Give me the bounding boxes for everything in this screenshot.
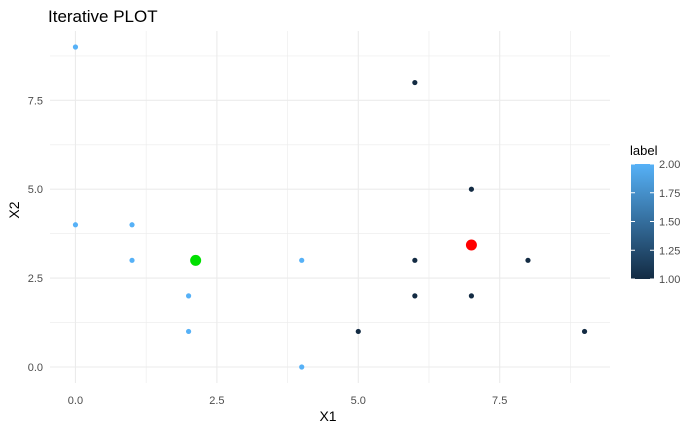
legend-title: label	[630, 143, 658, 158]
data-point	[72, 222, 79, 228]
data-points	[72, 44, 588, 370]
data-point	[129, 222, 135, 228]
data-point	[525, 257, 531, 263]
x-tick-label: 5.0	[351, 395, 366, 407]
x-axis-label: X1	[319, 408, 336, 424]
data-point	[185, 293, 192, 299]
data-point	[185, 328, 192, 335]
data-point	[299, 364, 305, 370]
centroid-point	[465, 239, 477, 251]
colorbar-tick-label: 2.00	[659, 159, 680, 171]
data-point	[72, 44, 79, 50]
centroid-point	[190, 254, 202, 266]
y-axis-label: X2	[6, 201, 22, 218]
data-point	[412, 257, 418, 263]
data-point	[412, 79, 418, 86]
x-tick-label: 2.5	[209, 395, 224, 407]
centroid-points	[190, 239, 477, 266]
colorbar-tick-label: 1.50	[659, 217, 680, 229]
y-axis-ticks: 0.0 2.5 5.0 7.5	[28, 95, 43, 374]
data-point	[468, 186, 475, 192]
colorbar-tick-label: 1.25	[659, 245, 680, 257]
x-tick-label: 7.5	[492, 395, 507, 407]
colorbar-ticks: 1.00 1.25 1.50 1.75 2.00	[631, 159, 680, 286]
data-point	[412, 293, 418, 299]
data-point	[299, 257, 305, 263]
colorbar	[631, 164, 654, 279]
chart-title: Iterative PLOT	[48, 7, 158, 26]
y-tick-label: 2.5	[28, 273, 43, 285]
data-point	[581, 328, 588, 335]
grid	[50, 31, 610, 383]
colorbar-tick-label: 1.75	[659, 188, 680, 200]
color-legend: label 1.00 1.25 1.50 1.75 2.00	[630, 143, 680, 286]
data-point	[468, 293, 475, 299]
x-axis-ticks: 0.0 2.5 5.0 7.5	[68, 395, 508, 407]
y-tick-label: 0.0	[28, 362, 43, 374]
y-tick-label: 7.5	[28, 95, 43, 107]
colorbar-tick-label: 1.00	[659, 274, 680, 286]
data-point	[355, 328, 361, 335]
x-tick-label: 0.0	[68, 395, 83, 407]
data-point	[129, 257, 135, 263]
y-tick-label: 5.0	[28, 184, 43, 196]
